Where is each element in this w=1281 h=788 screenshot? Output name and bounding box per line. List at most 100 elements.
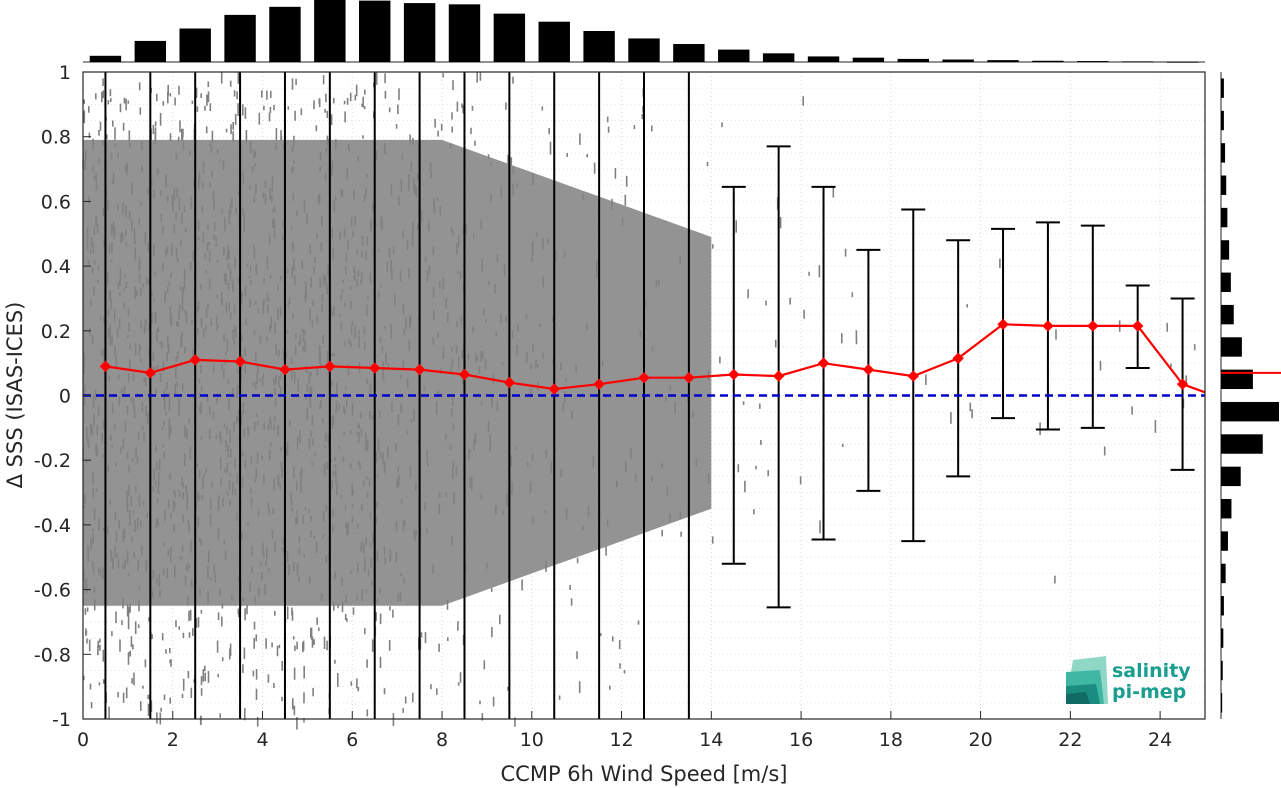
mean-marker	[862, 363, 875, 376]
right-histogram-bar	[1221, 628, 1224, 648]
mean-marker	[369, 362, 381, 374]
y-tick-label: 0.8	[41, 127, 71, 149]
top-histogram-bar	[224, 14, 256, 62]
right-histogram-bar	[1221, 369, 1253, 390]
y-tick-label: 0.2	[41, 321, 71, 343]
y-tick-label: -0.6	[34, 580, 71, 602]
top-histogram-bar	[1121, 61, 1154, 63]
top-histogram-bar	[628, 38, 660, 62]
mean-marker	[189, 354, 201, 366]
top-histogram-bar	[942, 59, 974, 62]
top-histogram-bar	[673, 44, 705, 62]
right-histogram-bar	[1221, 499, 1232, 519]
mean-marker	[638, 372, 650, 384]
top-histogram-bar	[403, 3, 436, 63]
mean-marker	[997, 318, 1009, 331]
top-histogram-bar	[583, 31, 615, 62]
right-histogram-bar	[1221, 401, 1279, 422]
y-tick-label: -0.2	[34, 450, 71, 472]
top-histogram-bar	[897, 58, 929, 62]
x-tick-label: 10	[520, 729, 544, 751]
y-axis-label: Δ SSS (ISAS-ICES)	[3, 302, 27, 489]
mean-marker	[458, 368, 471, 381]
mean-marker	[728, 368, 740, 381]
right-histogram-bar	[1221, 272, 1231, 292]
x-tick-label: 18	[879, 729, 903, 751]
x-tick-label: 22	[1058, 729, 1082, 751]
right-histogram-bar	[1221, 337, 1242, 357]
mean-line	[99, 318, 1206, 395]
top-histogram-bar	[718, 49, 750, 62]
y-tick-label: 0	[59, 386, 71, 408]
right-histogram-bar	[1221, 110, 1224, 131]
mean-marker	[144, 367, 157, 379]
top-histogram-bar	[89, 55, 122, 62]
right-histogram-bar	[1221, 207, 1228, 228]
salinity-pi-mep-logo: salinity pi-mep	[1066, 656, 1191, 704]
top-histogram-bar	[134, 40, 167, 62]
x-tick-label: 4	[256, 729, 268, 751]
x-axis-label: CCMP 6h Wind Speed [m/s]	[501, 762, 788, 786]
right-histogram-bar	[1221, 531, 1228, 551]
top-histogram-bar	[1032, 60, 1064, 62]
top-histogram-bar	[448, 4, 481, 62]
mean-marker	[907, 370, 919, 382]
mean-marker	[324, 360, 336, 373]
right-histogram-bar	[1221, 596, 1224, 616]
top-histogram-bar	[269, 6, 301, 63]
top-histogram-bar	[493, 13, 526, 63]
right-histogram-bar	[1221, 304, 1234, 325]
y-tick-label: 0.6	[41, 191, 71, 213]
x-tick-label: 14	[699, 729, 723, 751]
mean-marker	[772, 370, 785, 382]
mean-marker	[683, 372, 695, 384]
right-histogram-bar	[1221, 240, 1230, 260]
mean-marker	[593, 378, 605, 390]
mean-marker	[1131, 320, 1144, 332]
mean-marker	[1087, 320, 1099, 332]
right-histogram-bar	[1221, 660, 1223, 681]
top-histogram	[83, 0, 1205, 63]
scatter-dense-core	[83, 139, 712, 606]
y-tick-label: 1	[59, 62, 71, 84]
logo-line2: pi-mep	[1112, 681, 1186, 703]
top-histogram-bar	[1166, 61, 1199, 63]
right-histogram-bar	[1221, 693, 1223, 713]
mean-marker	[1042, 320, 1054, 332]
x-tick-label: 12	[609, 729, 633, 751]
mean-marker	[952, 352, 964, 365]
y-tick-label: -0.8	[34, 644, 71, 666]
mean-marker	[817, 357, 830, 369]
mean-marker	[413, 363, 426, 376]
y-tick-label: -0.4	[34, 515, 71, 537]
x-tick-label: 6	[346, 729, 358, 751]
x-tick-label: 2	[167, 729, 179, 751]
right-histogram-bar	[1221, 143, 1226, 163]
mean-marker	[99, 360, 112, 373]
x-axis-ticks: 0 2 4 6 8 10 12 14 16 18 20 22 24	[77, 711, 1172, 751]
x-tick-label: 24	[1148, 729, 1172, 751]
top-histogram-bar	[314, 0, 346, 62]
x-tick-label: 0	[77, 729, 89, 751]
mean-marker	[548, 383, 560, 395]
top-histogram-bar	[762, 53, 795, 62]
top-histogram-bar	[852, 57, 885, 62]
right-histogram-bar	[1221, 78, 1224, 98]
mean-marker	[234, 355, 246, 368]
logo-line1: salinity	[1112, 660, 1191, 682]
mean-marker	[1176, 378, 1189, 390]
logo-mark-icon	[1066, 656, 1108, 704]
x-tick-label: 16	[789, 729, 813, 751]
x-tick-label: 8	[436, 729, 448, 751]
right-histogram-bar	[1221, 563, 1226, 584]
top-histogram-bar	[179, 28, 211, 62]
mean-marker	[279, 363, 291, 376]
top-histogram-bar	[538, 21, 570, 62]
right-histogram-bar	[1221, 175, 1227, 195]
mean-polyline	[105, 323, 1206, 394]
y-axis-ticks: -1 -0.8 -0.6 -0.4 -0.2 0 0.2 0.4 0.6 0.8 1	[34, 62, 91, 731]
right-histogram	[1220, 72, 1281, 719]
right-histogram-bar	[1221, 434, 1263, 454]
mean-marker	[503, 376, 516, 389]
